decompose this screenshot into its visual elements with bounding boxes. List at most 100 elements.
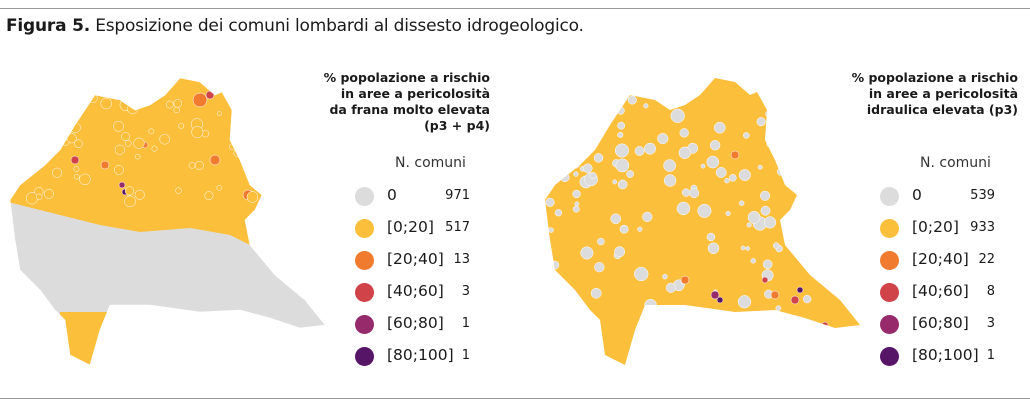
- class-label: 0: [912, 186, 922, 204]
- municipality: [729, 174, 737, 182]
- municipality: [579, 148, 590, 158]
- municipality: [772, 242, 780, 249]
- municipality: [545, 300, 557, 311]
- municipality: [725, 210, 731, 216]
- municipality: [124, 195, 136, 208]
- class-label: [80;100]: [912, 346, 979, 364]
- legend-item: [20;40] 13: [355, 250, 470, 270]
- municipality: [245, 126, 254, 135]
- municipality: [743, 132, 750, 139]
- municipality: [589, 172, 597, 180]
- municipality: [17, 174, 27, 183]
- legend-swatch: [880, 314, 899, 334]
- municipality: [50, 110, 56, 116]
- municipality: [159, 133, 170, 145]
- municipality: [619, 224, 629, 234]
- municipality: [643, 103, 649, 109]
- municipality: [820, 264, 829, 273]
- municipality: [114, 144, 125, 155]
- municipality: [762, 259, 773, 270]
- municipality: [670, 108, 685, 123]
- municipality: [715, 167, 727, 178]
- class-label: [40;60]: [387, 282, 444, 300]
- municipality: [551, 134, 559, 143]
- municipality: [191, 126, 204, 139]
- municipality: [760, 205, 771, 216]
- legend-title-line: % popolazione a rischio: [323, 70, 490, 85]
- municipality: [689, 188, 700, 199]
- municipality: [706, 232, 716, 242]
- municipality: [763, 216, 777, 229]
- municipality: [593, 153, 604, 163]
- municipality: [617, 121, 626, 130]
- legend-swatch: [880, 346, 899, 366]
- municipality: [42, 143, 51, 152]
- municipality: [253, 140, 260, 148]
- class-label: [0;20]: [912, 218, 959, 236]
- municipality: [678, 146, 691, 159]
- municipality: [594, 262, 605, 273]
- municipality: [644, 142, 656, 155]
- municipality: [750, 258, 756, 264]
- municipality: [832, 272, 845, 285]
- municipality: [561, 149, 572, 159]
- municipality: [188, 161, 196, 169]
- municipality: [823, 260, 838, 275]
- legend-swatch: [355, 314, 374, 334]
- municipality: [25, 192, 39, 205]
- municipality: [582, 163, 593, 174]
- municipality: [786, 133, 795, 142]
- municipality: [617, 179, 628, 190]
- municipality: [100, 97, 113, 110]
- municipality: [825, 205, 831, 211]
- municipality: [745, 246, 750, 251]
- municipality: [760, 190, 771, 201]
- municipality: [799, 235, 805, 240]
- municipality: [17, 129, 27, 140]
- municipality: [232, 121, 238, 127]
- municipality: [616, 106, 625, 115]
- legend-swatch: [355, 250, 374, 270]
- municipality: [824, 224, 833, 232]
- municipality: [707, 242, 720, 254]
- class-count: 1: [461, 316, 470, 331]
- municipality: [22, 126, 30, 135]
- municipality: [209, 154, 221, 166]
- municipality: [747, 211, 761, 224]
- municipality: [713, 121, 726, 134]
- class-label: [60;80]: [912, 314, 969, 332]
- municipality: [809, 221, 818, 231]
- municipality: [634, 146, 645, 156]
- class-label: [40;60]: [912, 282, 969, 300]
- municipality: [52, 167, 63, 178]
- municipality: [133, 98, 141, 106]
- municipality: [580, 246, 594, 260]
- municipality: [100, 160, 110, 170]
- municipality: [35, 92, 45, 102]
- count-header: N. comuni: [920, 155, 991, 171]
- class-count: 971: [445, 188, 470, 203]
- municipality: [127, 103, 139, 115]
- legend-item: [40;60] 8: [880, 282, 995, 302]
- municipality: [706, 155, 720, 169]
- municipality: [617, 131, 624, 138]
- municipality: [803, 294, 812, 304]
- municipality: [680, 275, 690, 285]
- municipality: [173, 106, 180, 114]
- municipality: [124, 186, 135, 196]
- municipality: [834, 235, 841, 242]
- municipality: [134, 153, 141, 160]
- municipality: [738, 169, 751, 181]
- municipality: [252, 159, 264, 171]
- legend-item: [0;20] 933: [880, 218, 995, 238]
- legend-swatch: [880, 186, 899, 206]
- municipality: [204, 191, 214, 201]
- class-label: [20;40]: [387, 250, 444, 268]
- municipality: [574, 201, 580, 207]
- legend-title-line: idraulica elevata (p3): [866, 102, 1018, 117]
- legend-item: [80;100] 1: [355, 346, 470, 366]
- municipality: [663, 159, 676, 172]
- legend-swatch: [355, 218, 374, 238]
- municipality: [827, 284, 835, 292]
